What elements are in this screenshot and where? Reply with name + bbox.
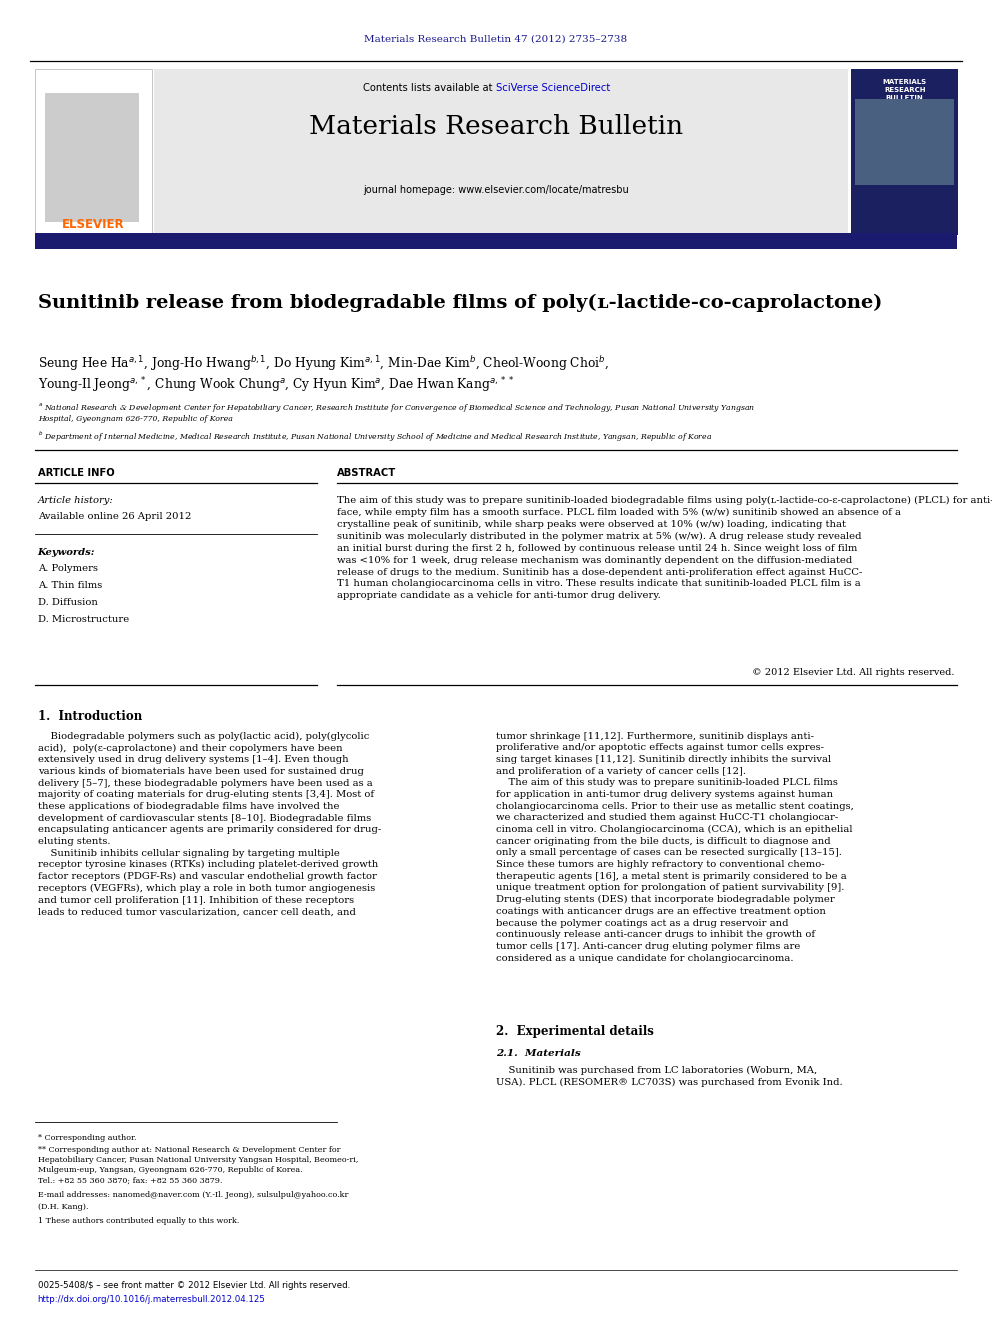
Text: ** Corresponding author at: National Research & Development Center for
Hepatobil: ** Corresponding author at: National Res… xyxy=(38,1146,358,1184)
Text: Keywords:: Keywords: xyxy=(38,548,95,557)
Text: ARTICLE INFO: ARTICLE INFO xyxy=(38,468,114,479)
FancyBboxPatch shape xyxy=(851,69,958,235)
Text: Seung Hee Ha$^{a,1}$, Jong-Ho Hwang$^{b,1}$, Do Hyung Kim$^{a,1}$, Min-Dae Kim$^: Seung Hee Ha$^{a,1}$, Jong-Ho Hwang$^{b,… xyxy=(38,355,608,373)
Text: Sunitinib release from biodegradable films of poly(ʟ-lactide-co-caprolactone): Sunitinib release from biodegradable fil… xyxy=(38,294,882,312)
Text: ABSTRACT: ABSTRACT xyxy=(337,468,397,479)
Text: * Corresponding author.: * Corresponding author. xyxy=(38,1134,136,1142)
Text: $^{a}$ National Research & Development Center for Hepatobiliary Cancer, Research: $^{a}$ National Research & Development C… xyxy=(38,401,755,414)
FancyBboxPatch shape xyxy=(35,69,152,235)
Text: 0025-5408/$ – see front matter © 2012 Elsevier Ltd. All rights reserved.: 0025-5408/$ – see front matter © 2012 El… xyxy=(38,1281,350,1290)
Text: (D.H. Kang).: (D.H. Kang). xyxy=(38,1203,88,1211)
Text: Article history:: Article history: xyxy=(38,496,113,505)
Text: ELSEVIER: ELSEVIER xyxy=(62,218,125,232)
Text: E-mail addresses: nanomed@naver.com (Y.-Il. Jeong), sulsulpul@yahoo.co.kr: E-mail addresses: nanomed@naver.com (Y.-… xyxy=(38,1191,348,1199)
Text: Materials Research Bulletin 47 (2012) 2735–2738: Materials Research Bulletin 47 (2012) 27… xyxy=(364,34,628,44)
Text: D. Microstructure: D. Microstructure xyxy=(38,615,129,624)
Text: tumor shrinkage [11,12]. Furthermore, sunitinib displays anti-
proliferative and: tumor shrinkage [11,12]. Furthermore, su… xyxy=(496,732,854,963)
FancyBboxPatch shape xyxy=(45,93,139,222)
Text: D. Diffusion: D. Diffusion xyxy=(38,598,97,607)
Text: Biodegradable polymers such as poly(lactic acid), poly(glycolic
acid),  poly(ε-c: Biodegradable polymers such as poly(lact… xyxy=(38,732,381,917)
Text: journal homepage: www.elsevier.com/locate/matresbu: journal homepage: www.elsevier.com/locat… xyxy=(363,185,629,196)
Text: 1 These authors contributed equally to this work.: 1 These authors contributed equally to t… xyxy=(38,1217,239,1225)
Text: Materials Research Bulletin: Materials Research Bulletin xyxy=(309,114,683,139)
Text: $^{b}$ Department of Internal Medicine, Medical Research Institute, Pusan Nation: $^{b}$ Department of Internal Medicine, … xyxy=(38,430,712,445)
Text: Young-Il Jeong$^{a,*}$, Chung Wook Chung$^{a}$, Cy Hyun Kim$^{a}$, Dae Hwan Kang: Young-Il Jeong$^{a,*}$, Chung Wook Chung… xyxy=(38,376,514,396)
FancyBboxPatch shape xyxy=(35,233,957,249)
Text: The aim of this study was to prepare sunitinib-loaded biodegradable films using : The aim of this study was to prepare sun… xyxy=(337,496,992,601)
Text: Available online 26 April 2012: Available online 26 April 2012 xyxy=(38,512,191,521)
Text: Contents lists available at: Contents lists available at xyxy=(363,83,496,94)
Text: 2.1.  Materials: 2.1. Materials xyxy=(496,1049,580,1058)
Text: A. Polymers: A. Polymers xyxy=(38,564,97,573)
Text: 1.  Introduction: 1. Introduction xyxy=(38,710,142,724)
Text: 2.  Experimental details: 2. Experimental details xyxy=(496,1025,654,1039)
Text: MATERIALS
RESEARCH
BULLETIN: MATERIALS RESEARCH BULLETIN xyxy=(883,79,927,102)
Text: © 2012 Elsevier Ltd. All rights reserved.: © 2012 Elsevier Ltd. All rights reserved… xyxy=(752,668,954,677)
Text: Sunitinib was purchased from LC laboratories (Woburn, MA,
USA). PLCL (RESOMER® L: Sunitinib was purchased from LC laborato… xyxy=(496,1066,842,1088)
Text: Hospital, Gyeongnam 626-770, Republic of Korea: Hospital, Gyeongnam 626-770, Republic of… xyxy=(38,415,232,423)
Text: SciVerse ScienceDirect: SciVerse ScienceDirect xyxy=(496,83,610,94)
FancyBboxPatch shape xyxy=(154,69,848,235)
Text: http://dx.doi.org/10.1016/j.materresbull.2012.04.125: http://dx.doi.org/10.1016/j.materresbull… xyxy=(38,1295,266,1304)
FancyBboxPatch shape xyxy=(855,99,954,185)
Text: A. Thin films: A. Thin films xyxy=(38,581,102,590)
